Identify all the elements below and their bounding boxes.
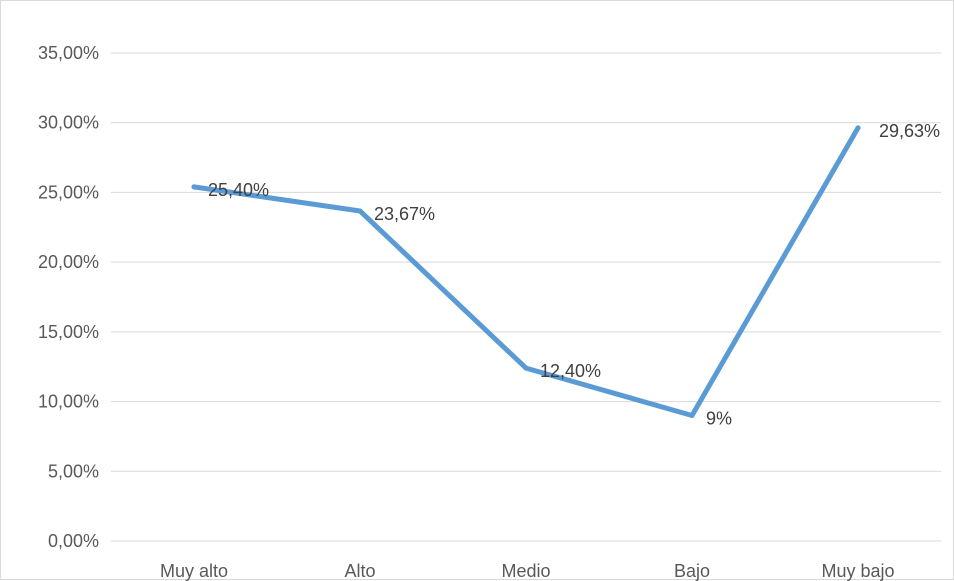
data-label: 25,40% xyxy=(208,180,269,200)
data-point xyxy=(855,125,861,131)
data-point xyxy=(523,365,529,371)
data-label: 12,40% xyxy=(540,361,601,381)
x-tick-label: Muy bajo xyxy=(821,561,894,581)
y-tick-label: 25,00% xyxy=(38,182,99,202)
series-line xyxy=(191,125,861,419)
x-tick-label: Bajo xyxy=(674,561,710,581)
data-label: 23,67% xyxy=(374,204,435,224)
y-tick-label: 30,00% xyxy=(38,113,99,133)
y-tick-label: 35,00% xyxy=(38,43,99,63)
y-tick-label: 5,00% xyxy=(48,461,99,481)
y-tick-label: 20,00% xyxy=(38,252,99,272)
y-tick-label: 10,00% xyxy=(38,392,99,412)
y-tick-label: 15,00% xyxy=(38,322,99,342)
data-point xyxy=(357,208,363,214)
data-point xyxy=(689,413,695,419)
x-tick-label: Medio xyxy=(501,561,550,581)
x-tick-label: Muy alto xyxy=(160,561,228,581)
data-label: 9% xyxy=(706,409,732,429)
x-tick-label: Alto xyxy=(344,561,375,581)
y-tick-label: 0,00% xyxy=(48,531,99,551)
data-point xyxy=(191,184,197,190)
data-label: 29,63% xyxy=(879,121,940,141)
